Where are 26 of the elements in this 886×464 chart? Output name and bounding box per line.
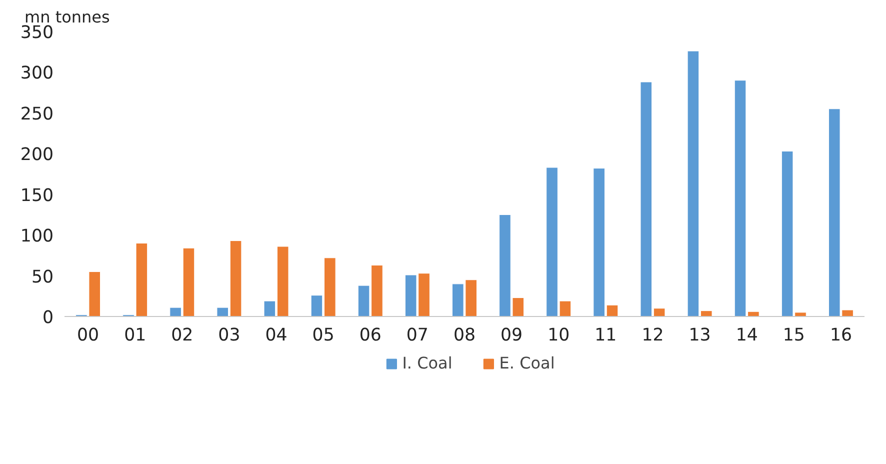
x-tick-label: 07 [406, 326, 428, 346]
x-tick-label: 12 [642, 326, 664, 346]
x-tick-label: 04 [265, 326, 288, 346]
x-tick-label: 02 [171, 326, 194, 346]
y-tick-label: 100 [20, 226, 54, 247]
x-tick-label: 16 [830, 326, 852, 346]
legend-label: E. Coal [499, 354, 555, 372]
x-tick-label: 06 [359, 326, 382, 346]
y-tick-label: 250 [20, 104, 54, 124]
x-tick-label: 13 [688, 326, 711, 346]
y-tick-label: 50 [31, 267, 54, 288]
x-tick-label: 05 [312, 326, 334, 346]
x-tick-label: 01 [124, 326, 146, 346]
x-tick-label: 10 [548, 326, 570, 346]
x-tick-label: 03 [218, 326, 240, 346]
x-tick-label: 00 [77, 326, 100, 346]
legend-label: I. Coal [402, 354, 452, 372]
x-tick-label: 11 [594, 326, 617, 346]
y-tick-label: 150 [20, 186, 54, 206]
x-tick-label: 08 [453, 326, 476, 346]
y-tick-label: 0 [42, 308, 54, 328]
x-tick-label: 15 [782, 326, 805, 346]
y-tick-label: 300 [20, 64, 54, 84]
x-tick-label: 09 [500, 326, 523, 346]
x-tick-label: 14 [736, 326, 758, 346]
y-tick-label: 200 [20, 145, 54, 166]
